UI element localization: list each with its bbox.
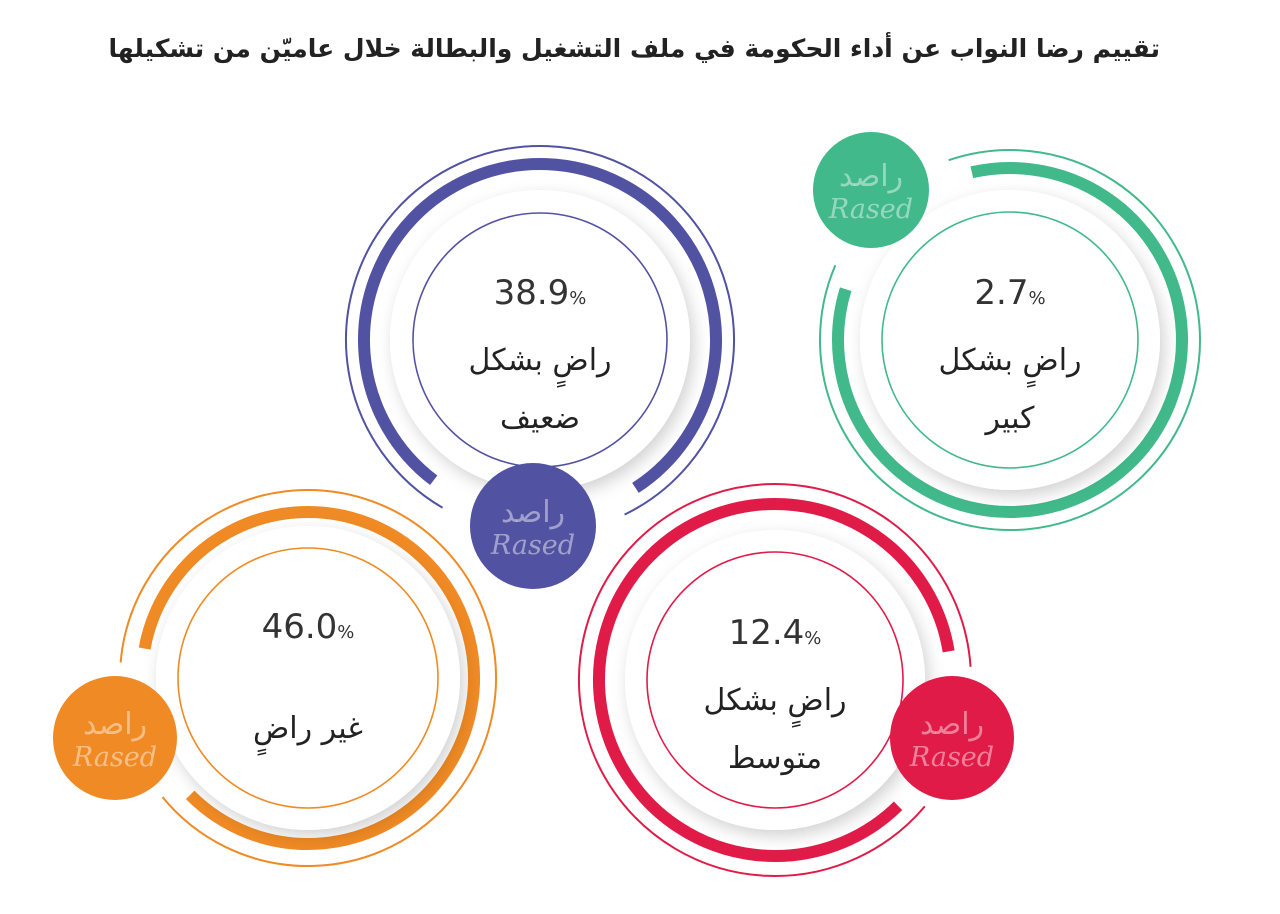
thin-arc bbox=[578, 483, 972, 877]
value-label: 46.0% bbox=[262, 607, 355, 647]
logo-arabic-text: راصد bbox=[839, 159, 903, 194]
thin-arc bbox=[819, 149, 1201, 531]
page-title: تقييم رضا النواب عن أداء الحكومة في ملف … bbox=[108, 34, 1160, 63]
value-unit: % bbox=[1028, 288, 1045, 309]
logo-latin-text: Rased bbox=[490, 530, 575, 561]
value-number: 38.9 bbox=[494, 273, 570, 313]
value-number: 2.7 bbox=[974, 273, 1028, 313]
inner-circle bbox=[646, 551, 904, 809]
logo-circle bbox=[813, 132, 929, 248]
thick-arc bbox=[832, 162, 1188, 518]
value-label: 2.7% bbox=[974, 273, 1045, 313]
value-number: 46.0 bbox=[262, 607, 338, 647]
category-label-line2: ضعيف bbox=[500, 401, 580, 436]
logo-circle bbox=[470, 463, 596, 589]
logo-circle bbox=[53, 676, 177, 800]
value-number: 12.4 bbox=[729, 613, 805, 653]
logo-arabic-text: راصد bbox=[920, 707, 984, 742]
value-unit: % bbox=[337, 622, 354, 643]
inner-circle bbox=[177, 547, 439, 809]
inner-circle bbox=[881, 211, 1139, 469]
logo-latin-text: Rased bbox=[72, 742, 157, 773]
thick-arc bbox=[138, 506, 480, 850]
category-label-line2: متوسط bbox=[728, 741, 822, 776]
thin-arc bbox=[119, 489, 497, 867]
value-label: 12.4% bbox=[729, 613, 822, 653]
thin-arc bbox=[345, 145, 735, 516]
logo-arabic-text: راصد bbox=[501, 495, 565, 530]
logo-circle bbox=[890, 676, 1014, 800]
value-unit: % bbox=[804, 628, 821, 649]
thick-arc bbox=[358, 158, 722, 493]
category-label-line2: كبير bbox=[984, 401, 1036, 436]
logo-latin-text: Rased bbox=[828, 194, 913, 225]
value-unit: % bbox=[569, 288, 586, 309]
value-label: 38.9% bbox=[494, 273, 587, 313]
logo-latin-text: Rased bbox=[909, 742, 994, 773]
logo-arabic-text: راصد bbox=[83, 707, 147, 742]
thick-arc bbox=[593, 498, 955, 862]
